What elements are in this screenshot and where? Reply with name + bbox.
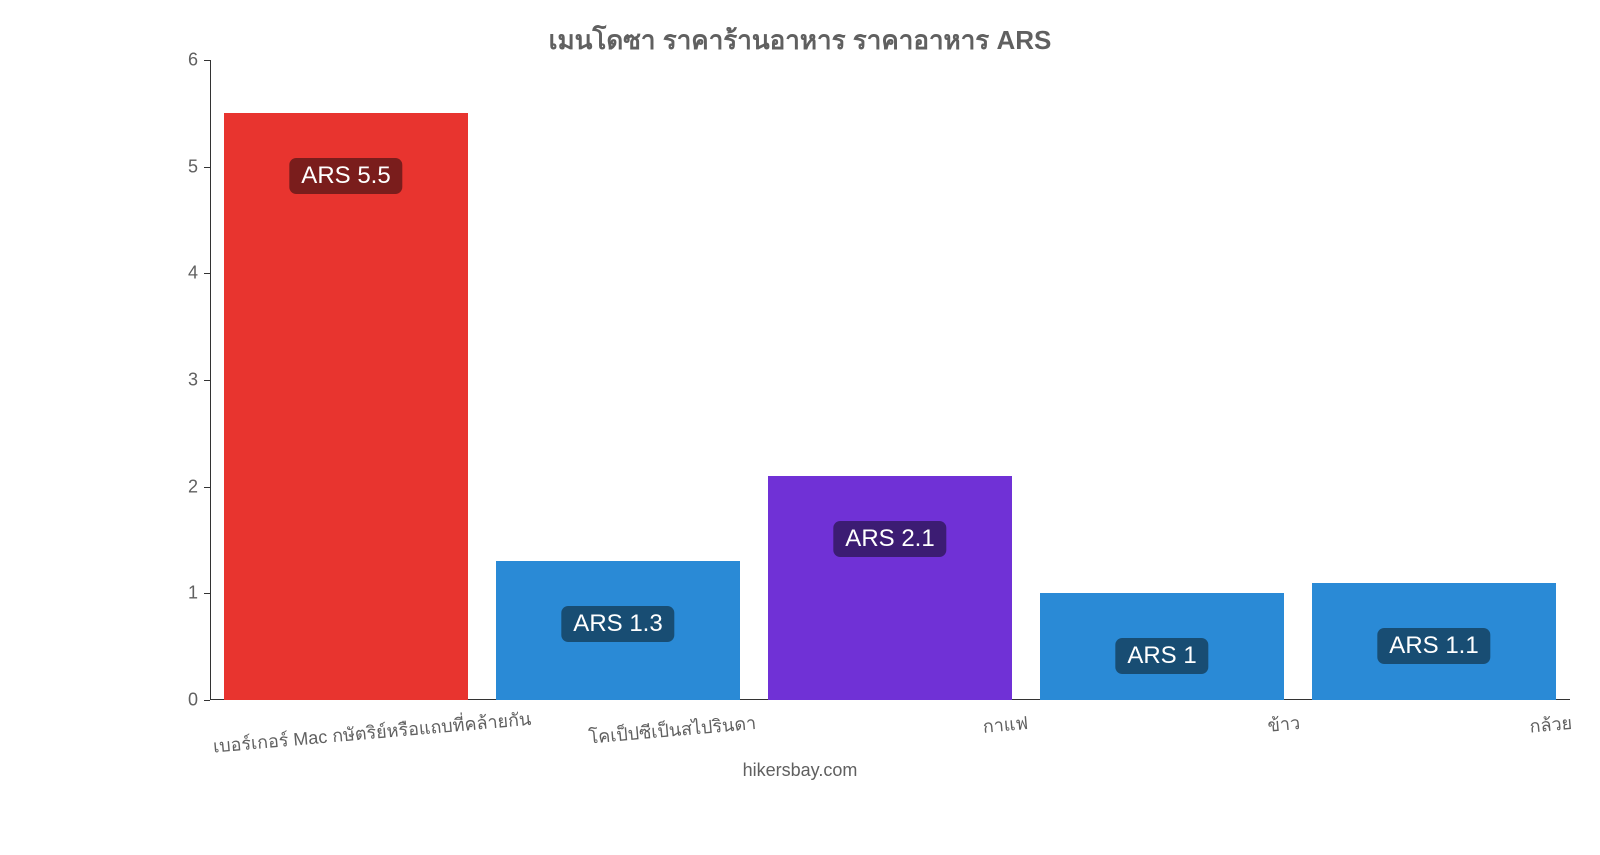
value-badge: ARS 1.3 bbox=[561, 606, 674, 642]
y-tick-label: 6 bbox=[188, 50, 210, 71]
y-axis-line bbox=[210, 60, 211, 700]
value-badge: ARS 2.1 bbox=[833, 521, 946, 557]
chart-title: เมนโดซา ราคาร้านอาหาร ราคาอาหาร ARS bbox=[0, 20, 1600, 61]
attribution-text: hikersbay.com bbox=[0, 760, 1600, 781]
y-tick-label: 4 bbox=[188, 263, 210, 284]
y-tick-label: 5 bbox=[188, 156, 210, 177]
y-tick-label: 2 bbox=[188, 476, 210, 497]
value-badge: ARS 5.5 bbox=[289, 158, 402, 194]
value-badge: ARS 1 bbox=[1115, 638, 1208, 674]
plot-area: 0123456เบอร์เกอร์ Mac กษัตริย์หรือแถบที่… bbox=[210, 60, 1570, 700]
price-bar-chart: เมนโดซา ราคาร้านอาหาร ราคาอาหาร ARS 0123… bbox=[0, 0, 1600, 800]
y-tick-label: 1 bbox=[188, 583, 210, 604]
bar bbox=[224, 113, 469, 700]
bar bbox=[768, 476, 1013, 700]
y-tick-label: 3 bbox=[188, 370, 210, 391]
y-tick-label: 0 bbox=[188, 690, 210, 711]
value-badge: ARS 1.1 bbox=[1377, 628, 1490, 664]
